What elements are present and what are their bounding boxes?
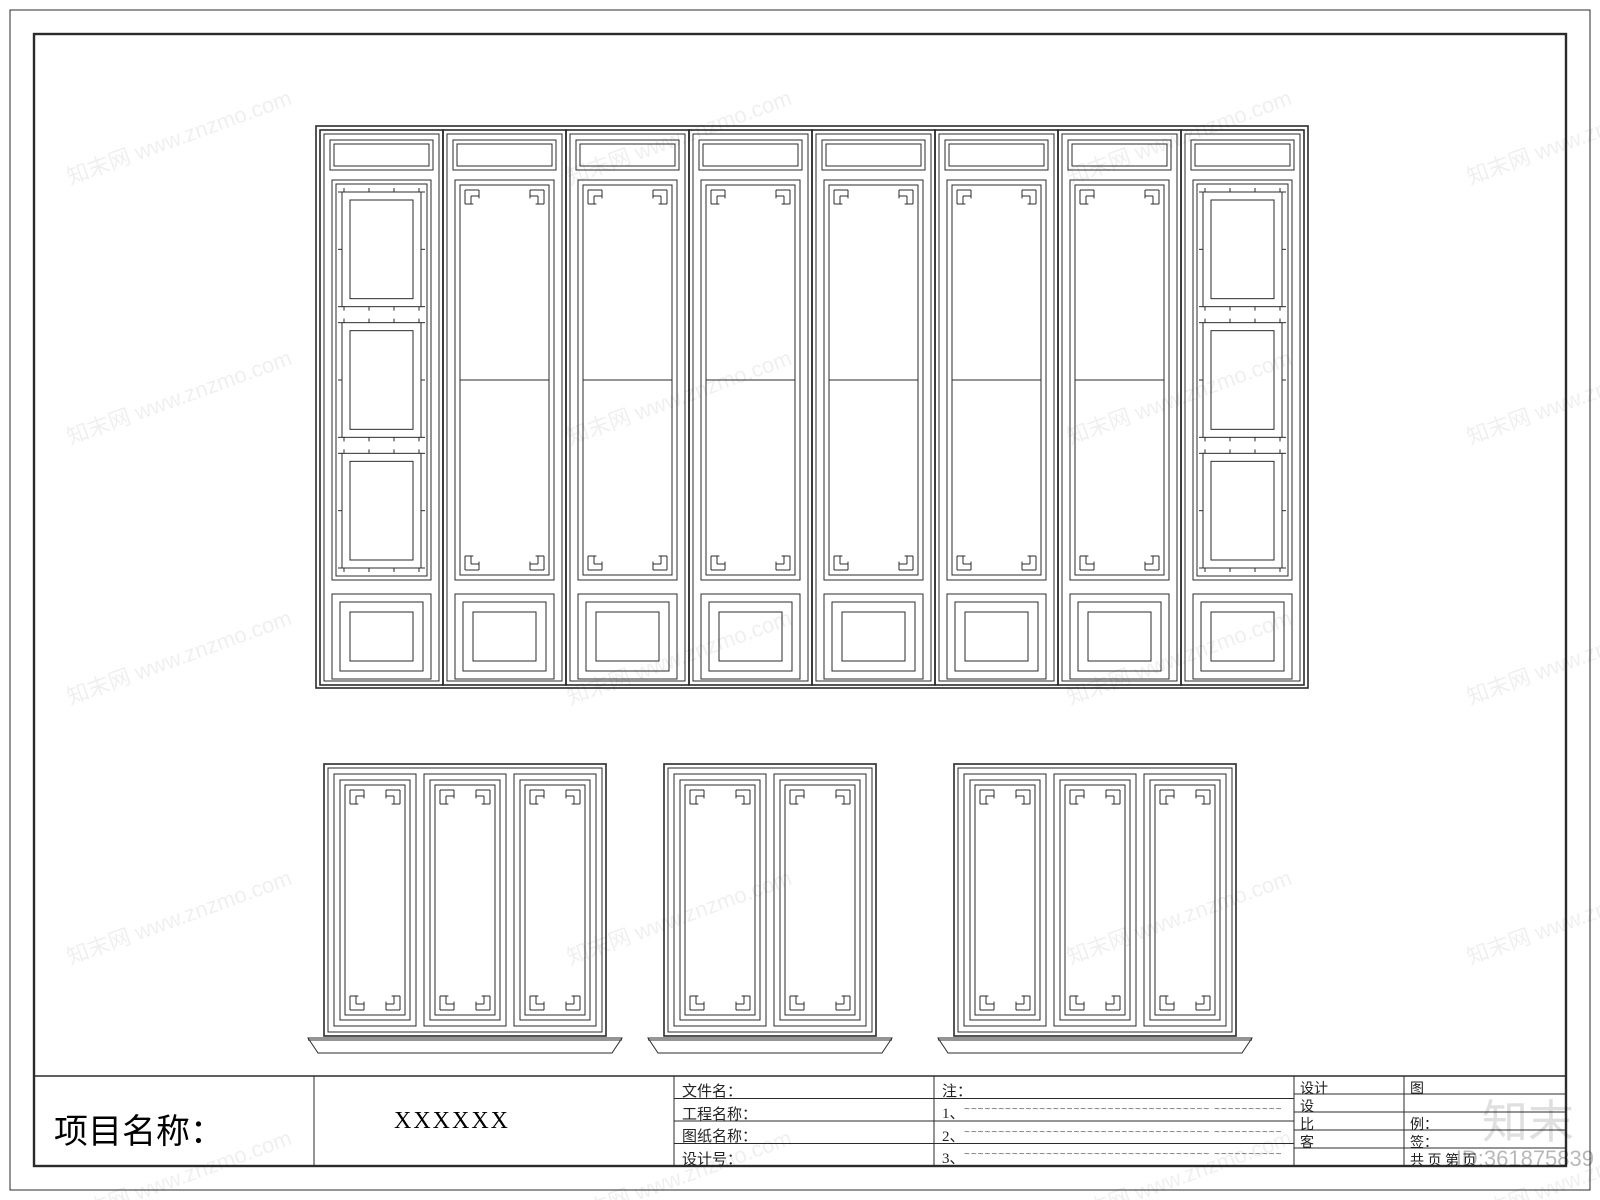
titleblock-note-squiggle: ~~~~~~~~~~~~~~~~~~~~~~~~~~~~~~~~~~~~ ~~~… <box>964 1104 1282 1115</box>
titleblock-col5-r-2: 例： <box>1410 1114 1438 1134</box>
titleblock-project-value: XXXXXX <box>394 1108 510 1164</box>
titleblock-project-label: 项目名称： <box>54 1104 224 1166</box>
titleblock-note-1: 2、 <box>942 1125 965 1146</box>
titleblock-col3-row-2: 图纸名称： <box>682 1125 757 1146</box>
titleblock-note-squiggle: ~~~~~~~~~~~~~~~~~~~~~~~~~~~~~~~~~~~~ ~~~… <box>964 1149 1282 1160</box>
titleblock-col5-r-3: 签： <box>1410 1132 1438 1152</box>
titleblock-note-0: 1、 <box>942 1102 965 1123</box>
titleblock-note-squiggle: ~~~~~~~~~~~~~~~~~~~~~~~~~~~~~~~~~~~~ ~~~… <box>964 1127 1282 1138</box>
titleblock-col3-row-0: 文件名： <box>682 1080 742 1101</box>
titleblock-col3-row-1: 工程名称： <box>682 1103 757 1124</box>
titleblock-notes-label: 注： <box>942 1080 972 1101</box>
drawing-sheet: 知末网 www.znzmo.com知末网 www.znzmo.com知末网 ww… <box>0 0 1600 1200</box>
titleblock-col5-r-4: 共 页 第 页 <box>1410 1150 1477 1170</box>
titleblock-col5-l-3: 客 <box>1300 1132 1314 1152</box>
titleblock-col5-l-2: 比 <box>1300 1114 1314 1134</box>
titleblock-col5-l-1: 设 <box>1300 1096 1314 1116</box>
titleblock-col5-l-0: 设计 <box>1300 1078 1328 1098</box>
titleblock-col3-row-3: 设计号： <box>682 1148 742 1169</box>
titleblock-col5-r-0: 图 <box>1410 1078 1424 1098</box>
titleblock-note-2: 3、 <box>942 1147 965 1168</box>
